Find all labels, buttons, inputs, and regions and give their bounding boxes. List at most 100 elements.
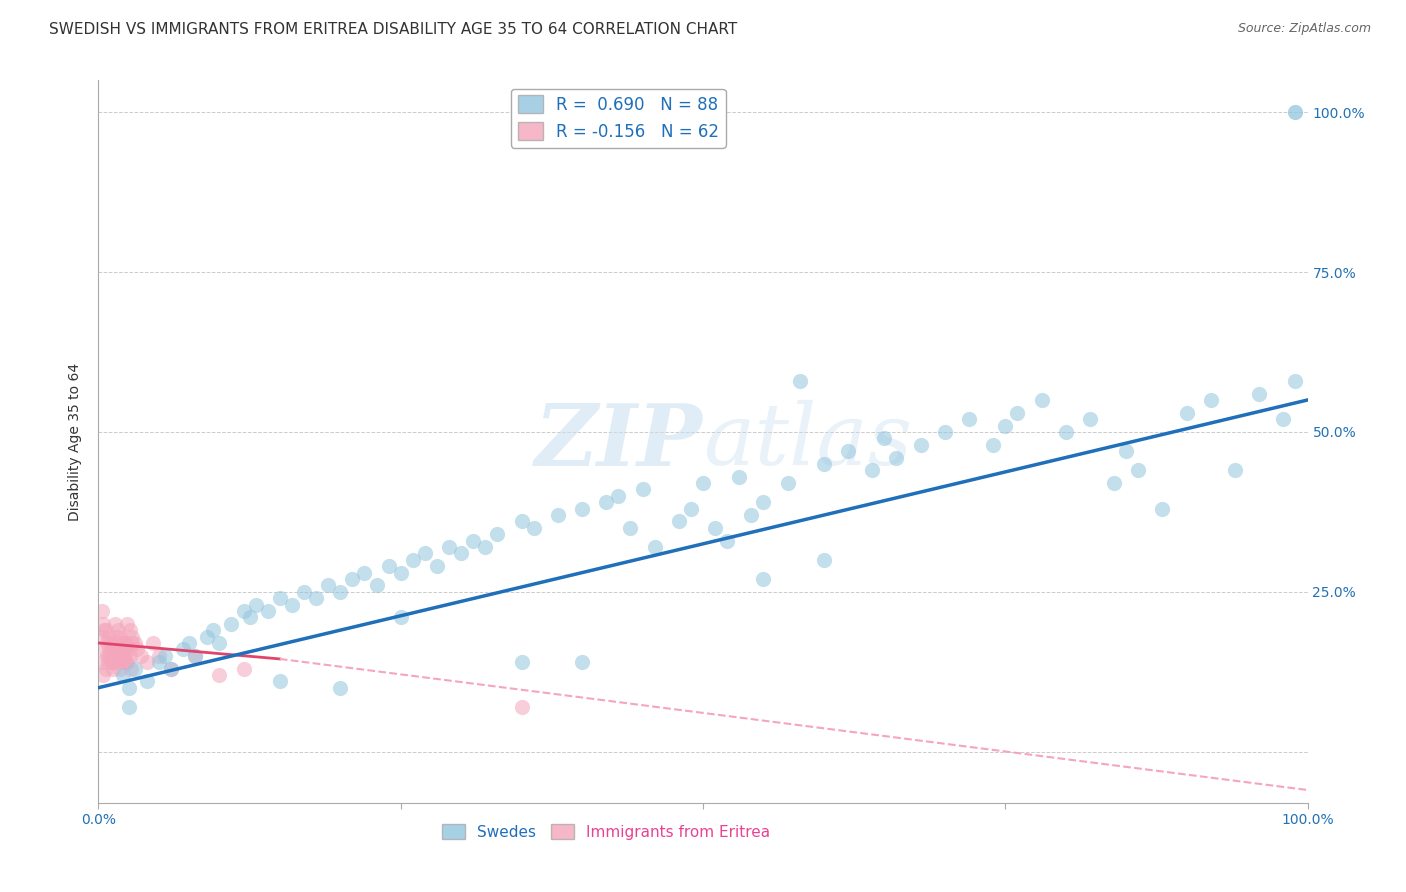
Text: SWEDISH VS IMMIGRANTS FROM ERITREA DISABILITY AGE 35 TO 64 CORRELATION CHART: SWEDISH VS IMMIGRANTS FROM ERITREA DISAB… [49, 22, 738, 37]
Point [148, 648, 170, 663]
Point [101, 642, 124, 657]
Point [547, 508, 569, 522]
Point [112, 655, 135, 669]
Point [860, 463, 883, 477]
Point [221, 616, 243, 631]
Point [115, 655, 138, 669]
Point [256, 604, 278, 618]
Point [98, 642, 121, 657]
Point [776, 476, 799, 491]
Point [105, 630, 128, 644]
Point [1284, 105, 1306, 120]
Point [118, 699, 141, 714]
Point [104, 616, 127, 631]
Point [184, 648, 207, 663]
Point [94, 661, 117, 675]
Point [329, 681, 352, 695]
Point [117, 616, 139, 631]
Point [281, 598, 304, 612]
Point [101, 661, 124, 675]
Point [118, 623, 141, 637]
Point [1007, 406, 1029, 420]
Point [108, 642, 131, 657]
Point [118, 681, 141, 695]
Point [910, 438, 932, 452]
Point [100, 636, 122, 650]
Point [389, 566, 412, 580]
Point [160, 661, 183, 675]
Point [789, 374, 811, 388]
Point [631, 483, 654, 497]
Point [813, 457, 835, 471]
Point [208, 668, 231, 682]
Point [118, 642, 141, 657]
Point [115, 636, 138, 650]
Point [305, 591, 328, 606]
Point [127, 642, 149, 657]
Point [104, 636, 127, 650]
Point [179, 636, 201, 650]
Point [114, 648, 136, 663]
Point [135, 674, 157, 689]
Point [957, 412, 980, 426]
Point [571, 501, 593, 516]
Point [96, 636, 118, 650]
Point [269, 674, 291, 689]
Point [510, 699, 533, 714]
Point [232, 661, 254, 675]
Point [474, 540, 496, 554]
Point [329, 584, 352, 599]
Point [607, 489, 630, 503]
Point [111, 636, 134, 650]
Point [142, 636, 165, 650]
Point [112, 636, 135, 650]
Point [463, 533, 485, 548]
Point [91, 604, 114, 618]
Point [148, 655, 170, 669]
Point [752, 495, 775, 509]
Point [292, 584, 315, 599]
Point [100, 648, 122, 663]
Point [366, 578, 388, 592]
Point [981, 438, 1004, 452]
Text: Source: ZipAtlas.com: Source: ZipAtlas.com [1237, 22, 1371, 36]
Point [93, 623, 115, 637]
Point [377, 559, 399, 574]
Point [437, 540, 460, 554]
Point [1199, 392, 1222, 407]
Point [208, 636, 231, 650]
Point [1272, 412, 1295, 426]
Point [716, 533, 738, 548]
Point [100, 642, 122, 657]
Point [426, 559, 449, 574]
Point [873, 431, 896, 445]
Text: atlas: atlas [703, 401, 912, 483]
Point [523, 521, 546, 535]
Point [389, 610, 412, 624]
Point [239, 610, 262, 624]
Point [1223, 463, 1246, 477]
Point [124, 636, 146, 650]
Point [1054, 425, 1077, 439]
Point [1128, 463, 1150, 477]
Point [105, 648, 128, 663]
Point [153, 648, 176, 663]
Point [1031, 392, 1053, 407]
Point [110, 648, 132, 663]
Point [108, 642, 131, 657]
Point [692, 476, 714, 491]
Point [110, 648, 132, 663]
Point [93, 642, 115, 657]
Point [94, 623, 117, 637]
Point [510, 515, 533, 529]
Point [100, 655, 122, 669]
Point [107, 655, 129, 669]
Point [728, 469, 751, 483]
Point [450, 546, 472, 560]
Point [245, 598, 267, 612]
Point [118, 648, 141, 663]
Point [813, 553, 835, 567]
Point [202, 623, 225, 637]
Point [571, 655, 593, 669]
Point [91, 655, 114, 669]
